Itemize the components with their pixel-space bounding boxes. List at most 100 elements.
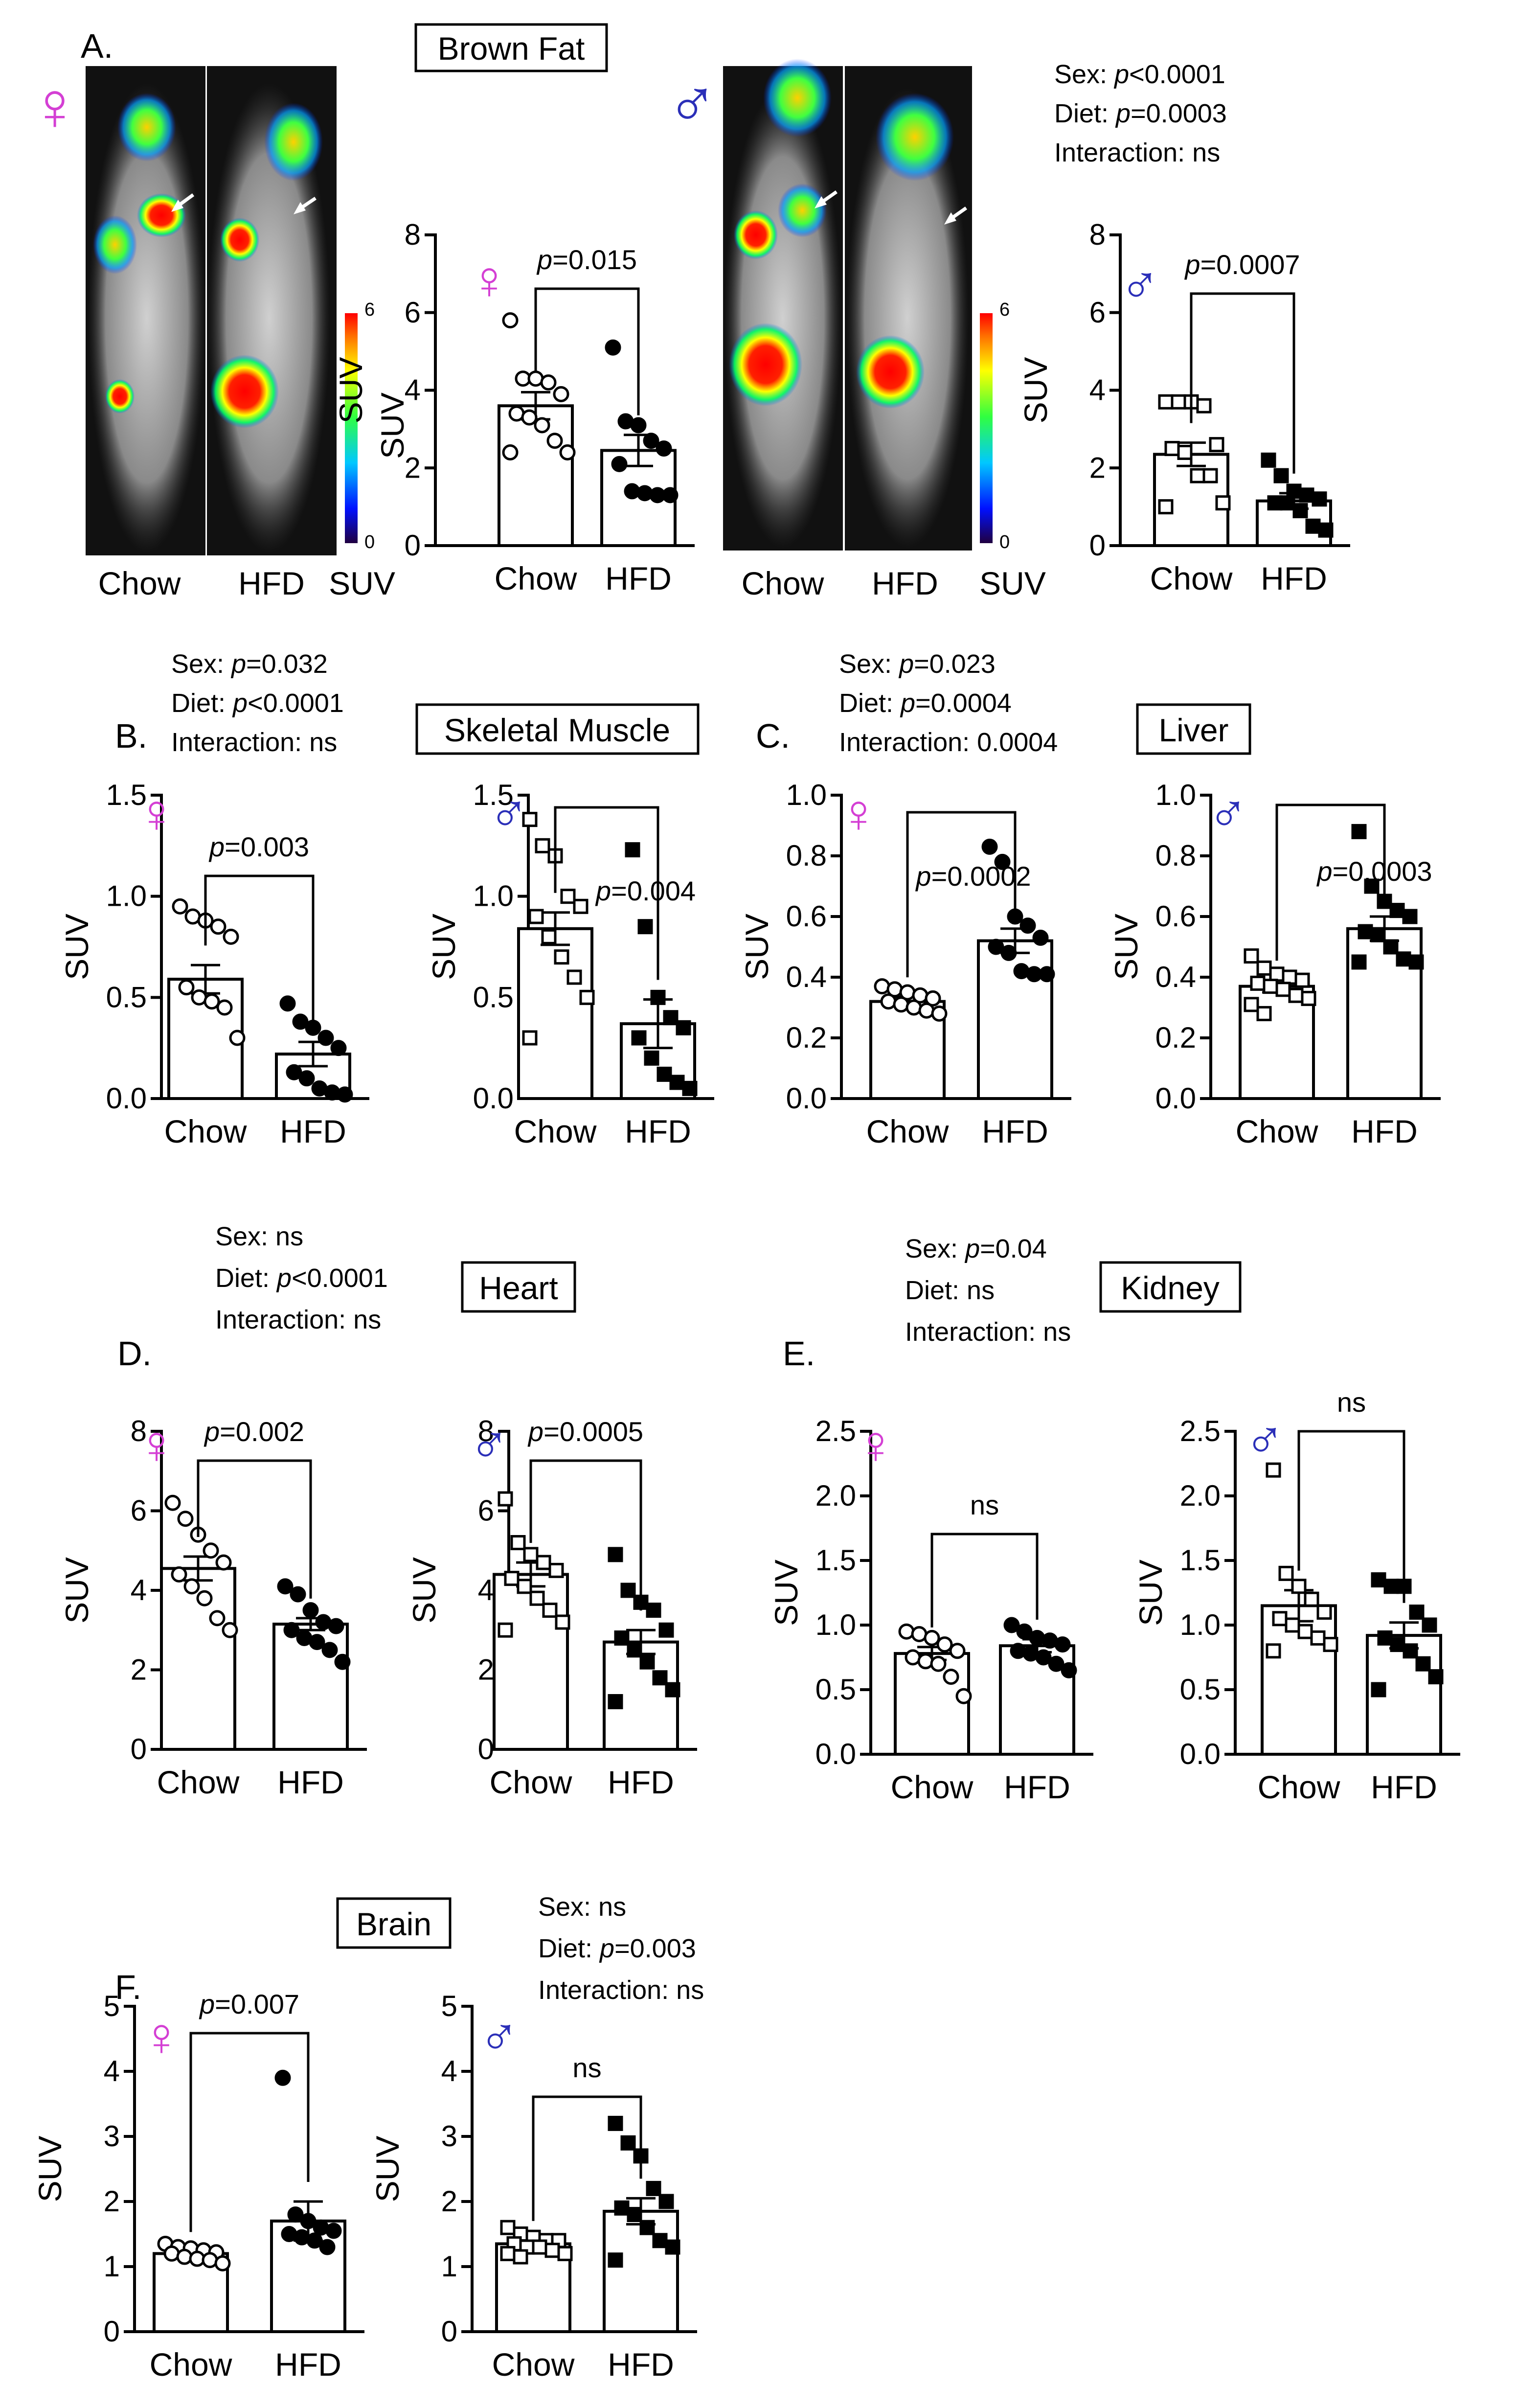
pet-label-hfd: HFD bbox=[238, 565, 305, 601]
data-point bbox=[917, 1653, 934, 1670]
significance-bracket bbox=[534, 287, 640, 415]
data-point bbox=[627, 2207, 642, 2223]
data-point bbox=[630, 417, 647, 434]
x-tick-label: HFD bbox=[275, 2346, 341, 2383]
x-tick-label: Chow bbox=[1236, 1113, 1318, 1149]
significance-label: p=0.003 bbox=[208, 831, 309, 862]
y-tick-label: 6 bbox=[405, 296, 421, 329]
data-point bbox=[202, 2252, 218, 2269]
sex-symbol-female: ♀ bbox=[136, 783, 177, 844]
data-point bbox=[566, 969, 582, 985]
bar-hfd bbox=[603, 2209, 679, 2334]
x-tick-label: Chow bbox=[1150, 560, 1233, 596]
y-tick-label: 4 bbox=[1089, 374, 1106, 407]
title-box-liver: Liver bbox=[1136, 703, 1251, 755]
data-point bbox=[1029, 1629, 1045, 1646]
y-tick-label: 0.0 bbox=[473, 1082, 514, 1115]
title-box-skeletal-muscle: Skeletal Muscle bbox=[415, 703, 700, 755]
data-point bbox=[164, 1494, 181, 1511]
data-point bbox=[172, 898, 188, 915]
y-tick-label: 0.8 bbox=[786, 839, 827, 872]
data-point bbox=[625, 842, 640, 858]
svg-text:Sex: p<0.0001: Sex: p<0.0001 bbox=[1054, 60, 1225, 89]
significance-bracket bbox=[197, 1459, 312, 1599]
data-point bbox=[203, 1542, 219, 1559]
panel-title: Heart bbox=[479, 1270, 558, 1306]
panel-title: Brain bbox=[356, 1906, 431, 1942]
data-point bbox=[317, 1030, 334, 1046]
panel-title: Skeletal Muscle bbox=[444, 712, 670, 748]
y-tick-label: 4 bbox=[131, 1574, 147, 1606]
pet-label-hfd: HFD bbox=[872, 565, 938, 601]
significance-label: ns bbox=[970, 1490, 999, 1520]
pet-label-chow: Chow bbox=[742, 565, 824, 601]
sex-symbol-female: ♀ bbox=[469, 250, 510, 310]
chart-heart_m: 0 2 4 6 8 SUV Chow HFD p=0.0005 ♂ bbox=[406, 1415, 697, 1800]
data-point bbox=[502, 444, 519, 460]
data-point bbox=[1371, 1572, 1386, 1588]
data-point bbox=[281, 2226, 297, 2242]
data-point bbox=[517, 1579, 532, 1594]
data-point bbox=[665, 2239, 680, 2255]
x-tick-label: HFD bbox=[1004, 1769, 1070, 1805]
data-point bbox=[1285, 1617, 1300, 1633]
data-point bbox=[665, 1682, 680, 1697]
y-tick-label: 1 bbox=[104, 2250, 120, 2283]
svg-text:Diet: p<0.0001: Diet: p<0.0001 bbox=[171, 688, 344, 718]
data-point bbox=[608, 1547, 623, 1562]
data-point bbox=[1310, 1630, 1326, 1646]
svg-text:Interaction: ns: Interaction: ns bbox=[905, 1317, 1071, 1347]
y-axis-label: SUV bbox=[59, 1557, 95, 1624]
svg-text:Interaction: 0.0004: Interaction: 0.0004 bbox=[839, 728, 1058, 757]
data-point bbox=[1408, 954, 1424, 970]
significance-bracket bbox=[906, 811, 1017, 978]
svg-text:Sex: ns: Sex: ns bbox=[215, 1222, 303, 1251]
data-point bbox=[1389, 903, 1405, 918]
data-point bbox=[943, 1669, 959, 1685]
data-point bbox=[1377, 1630, 1393, 1646]
y-tick-label: 0 bbox=[441, 2315, 457, 2348]
y-tick-label: 1.0 bbox=[786, 779, 827, 811]
chart-brain_f: 0 1 2 3 4 5 SUV Chow HFD p=0.007 ♀ bbox=[32, 1989, 364, 2383]
data-point bbox=[1266, 1643, 1281, 1659]
data-point bbox=[290, 1586, 306, 1603]
significance-bracket bbox=[204, 874, 315, 1023]
sex-symbol-male: ♂ bbox=[1245, 1410, 1285, 1470]
data-point bbox=[1250, 975, 1266, 991]
pet-image-male-hfd bbox=[845, 66, 972, 550]
y-tick-label: 2.0 bbox=[815, 1479, 856, 1512]
data-point bbox=[988, 939, 1004, 955]
sex-symbol-male: ♂ bbox=[479, 2007, 520, 2067]
stats-skeletal-muscle: Sex: p=0.032 Diet: p<0.0001 Interaction:… bbox=[171, 649, 344, 757]
data-point bbox=[1048, 1655, 1064, 1672]
y-axis-label: SUV bbox=[333, 357, 369, 424]
data-point bbox=[1013, 963, 1030, 980]
data-point bbox=[1019, 917, 1036, 934]
data-point bbox=[924, 1629, 940, 1646]
data-point bbox=[1256, 1006, 1272, 1021]
y-axis-label: SUV bbox=[426, 914, 462, 980]
y-tick-label: 1.0 bbox=[815, 1608, 856, 1641]
data-point bbox=[1396, 951, 1411, 967]
panel-letter-f: F. bbox=[115, 1968, 141, 2006]
svg-text:Sex: p=0.04: Sex: p=0.04 bbox=[905, 1234, 1047, 1263]
data-point bbox=[528, 909, 544, 924]
chart-sm_m: 0.0 0.5 1.0 1.5 SUV Chow HFD p=0.004 ♂ bbox=[426, 779, 714, 1149]
data-point bbox=[657, 1066, 672, 1082]
data-point bbox=[1035, 1649, 1052, 1666]
data-point bbox=[536, 1555, 551, 1570]
y-tick-label: 4 bbox=[405, 374, 421, 407]
y-tick-label: 0.5 bbox=[1180, 1673, 1221, 1706]
data-point bbox=[605, 339, 621, 356]
panel-title: Liver bbox=[1158, 712, 1228, 748]
data-point bbox=[1269, 966, 1285, 982]
y-tick-label: 1.0 bbox=[1155, 779, 1196, 811]
sex-symbol-female: ♀ bbox=[838, 783, 879, 844]
data-point bbox=[614, 2200, 630, 2216]
data-point bbox=[1054, 1636, 1071, 1653]
significance-label: p=0.015 bbox=[536, 244, 637, 275]
svg-text:Diet: p=0.0003: Diet: p=0.0003 bbox=[1054, 99, 1227, 128]
data-point bbox=[1007, 908, 1023, 925]
data-point bbox=[163, 2245, 180, 2262]
data-point bbox=[210, 918, 226, 935]
